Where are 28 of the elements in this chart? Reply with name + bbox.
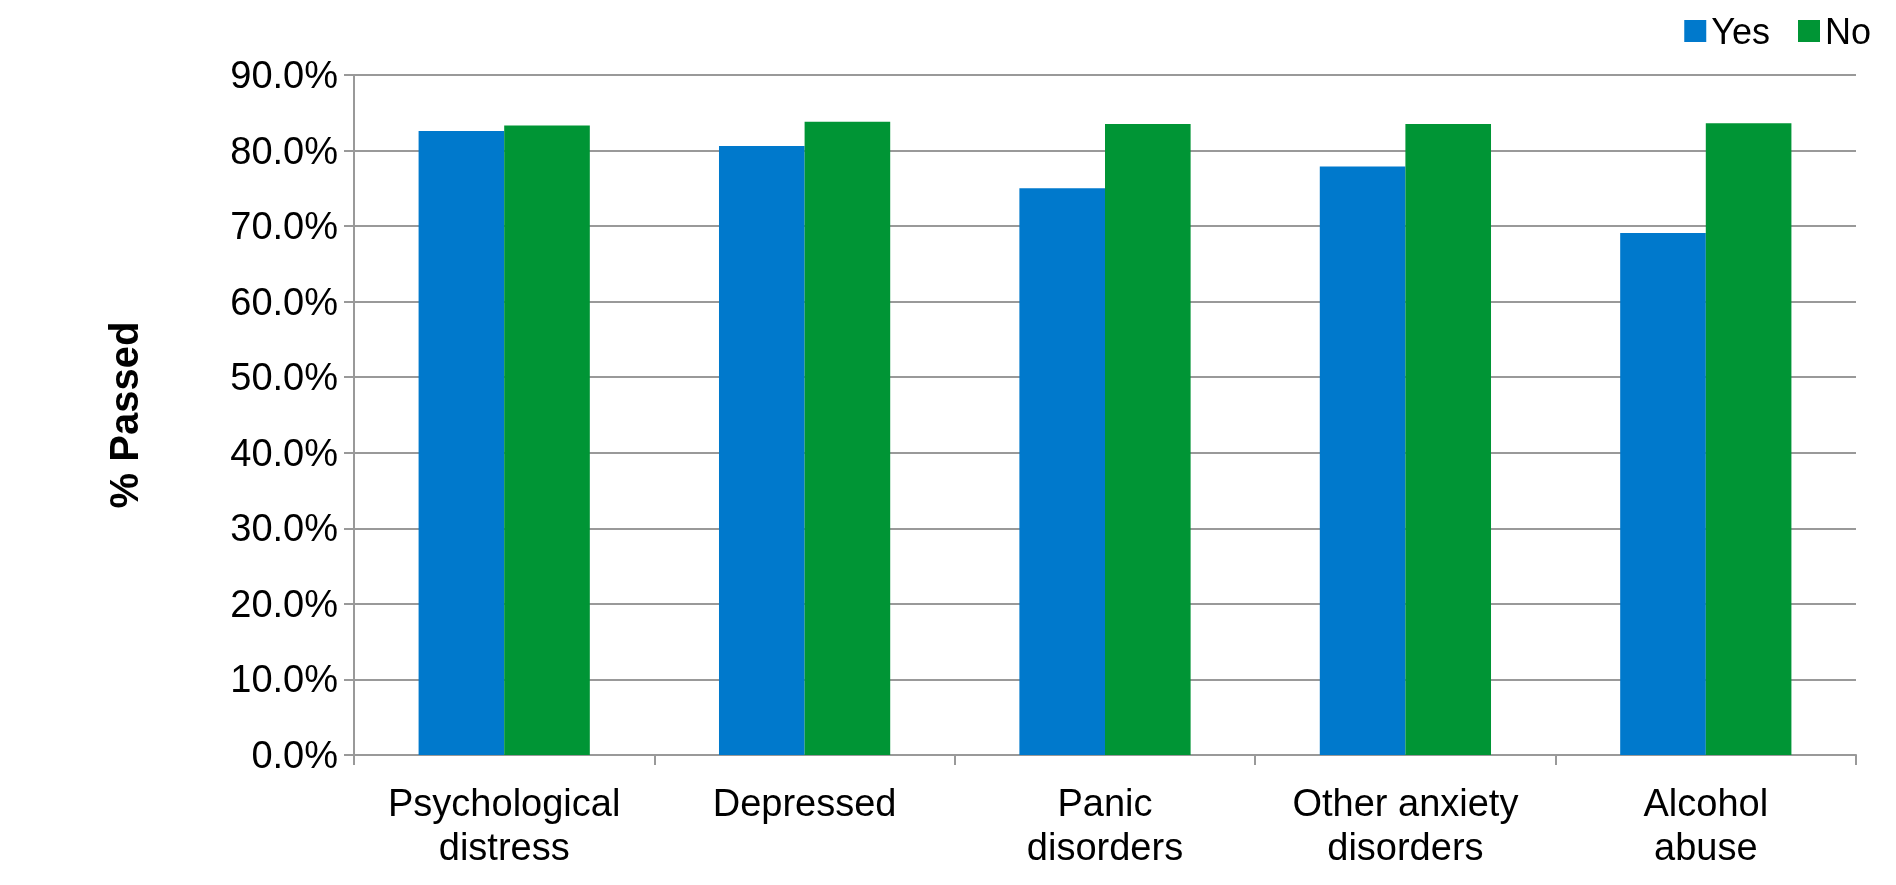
bar	[1105, 124, 1191, 755]
y-tick-label: 60.0%	[230, 280, 338, 323]
y-tick-label: 0.0%	[251, 734, 338, 776]
y-tick-label: 10.0%	[230, 658, 338, 701]
x-tick-label: Depressed	[712, 782, 897, 824]
bar	[804, 121, 891, 755]
y-tick-label: 70.0%	[230, 205, 338, 248]
y-tick-label: 50.0%	[230, 356, 338, 399]
bar	[1620, 232, 1706, 755]
bar	[1405, 124, 1492, 755]
legend-label: No	[1824, 10, 1872, 52]
legend-label: Yes	[1711, 10, 1770, 52]
bar	[418, 130, 505, 755]
bar	[504, 125, 590, 755]
y-tick-label: 80.0%	[230, 129, 338, 172]
x-tick-label: Alcohol abuse	[1643, 782, 1769, 868]
y-axis-title: % Passed	[102, 321, 146, 509]
bar	[1019, 188, 1105, 755]
y-tick-label: 30.0%	[230, 507, 338, 550]
y-tick-label: 40.0%	[230, 431, 338, 474]
y-tick-label: 20.0%	[230, 582, 338, 625]
bar	[1705, 123, 1792, 755]
y-tick-label: 90.0%	[230, 54, 338, 96]
x-tick-label: Psychological distress	[388, 782, 621, 868]
bar	[1319, 166, 1406, 755]
x-tick-label: Panic disorders	[1026, 782, 1184, 868]
bar	[718, 146, 805, 755]
x-tick-label: Other anxiety disorders	[1292, 782, 1519, 868]
